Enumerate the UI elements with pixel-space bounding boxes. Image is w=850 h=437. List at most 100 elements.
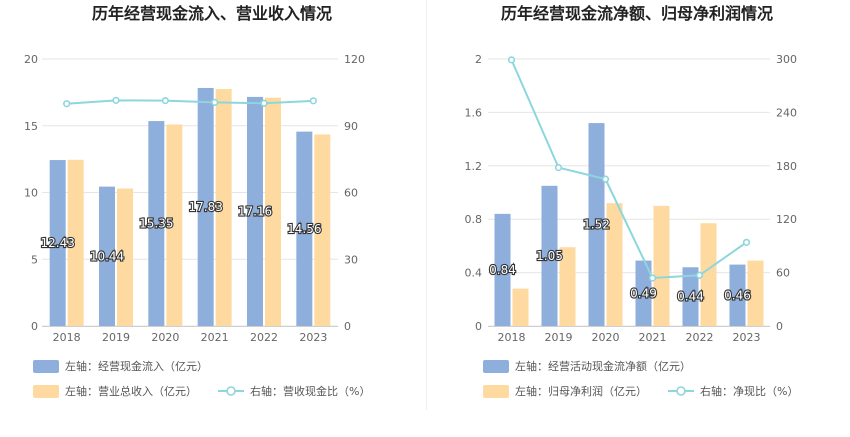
line-point	[695, 271, 704, 279]
legend-swatch	[33, 360, 59, 373]
bar-series-2	[747, 260, 764, 326]
line-point	[112, 96, 120, 104]
y-right-tick-label: 60	[344, 187, 358, 200]
data-label: 14.56	[287, 222, 321, 236]
line-point	[161, 97, 169, 105]
x-tick-label: 2019	[102, 331, 130, 344]
bar-series-1	[197, 87, 214, 326]
y-right-tick-label: 240	[776, 106, 797, 119]
legend-swatch-marker	[226, 386, 236, 396]
x-tick-label: 2023	[733, 331, 761, 344]
panel-divider	[426, 0, 427, 410]
data-label: 10.44	[90, 249, 124, 263]
y-left-tick-label: 0.4	[465, 267, 483, 280]
bar-series-2	[512, 288, 529, 326]
y-right-tick-label: 180	[776, 160, 797, 173]
data-label: 17.16	[238, 204, 272, 218]
x-tick-label: 2021	[201, 331, 229, 344]
y-right-tick-label: 300	[776, 53, 797, 66]
line-point	[260, 99, 268, 107]
bar-series-1	[148, 121, 165, 326]
y-left-tick-label: 0	[475, 320, 482, 333]
line-point	[554, 163, 563, 172]
bar-series-1	[588, 123, 605, 326]
bar-series-1	[635, 260, 652, 326]
x-tick-label: 2022	[686, 331, 714, 344]
data-label: 15.35	[139, 217, 173, 231]
y-left-tick-label: 5	[31, 253, 38, 266]
data-label: 0.84	[489, 263, 516, 277]
bar-series-1	[296, 131, 313, 326]
bar-series-1	[494, 213, 511, 326]
cash-inflow-revenue-chart: 历年经营现金流入、营业收入情况 0 5 10 15 20 0 30 60 90 120 2018 201…	[24, 4, 370, 398]
x-tick-label: 2020	[592, 331, 620, 344]
bar-series-2	[166, 124, 183, 326]
y-right-tick-label: 30	[344, 253, 358, 266]
bar-series-2	[67, 159, 84, 326]
y-right-tick-label: 120	[776, 213, 797, 226]
legend-label: 右轴：净现比（%）	[700, 384, 798, 398]
data-label: 1.52	[583, 218, 610, 232]
line-point	[63, 100, 71, 108]
y-left-tick-label: 15	[24, 120, 38, 133]
y-right-tick-label: 90	[344, 120, 358, 133]
bar-series-1	[99, 186, 115, 326]
y-right-tick-label: 0	[776, 320, 783, 333]
bar-series-2	[117, 188, 133, 326]
y-right-tick-label: 120	[344, 53, 365, 66]
line-point	[507, 56, 516, 64]
y-right-tick-label: 60	[776, 267, 790, 280]
data-label: 1.05	[536, 249, 563, 263]
y-left-tick-label: 2	[475, 53, 482, 66]
line-series	[66, 99, 314, 105]
bar-series-1	[729, 264, 746, 326]
bar-series-2	[653, 205, 670, 326]
x-tick-label: 2018	[53, 331, 81, 344]
legend-label: 左轴：经营活动现金流净额（亿元）	[515, 359, 691, 373]
chart-title: 历年经营现金流净额、归母净利润情况	[501, 4, 773, 23]
x-tick-label: 2020	[151, 331, 179, 344]
y-left-tick-label: 0.8	[465, 213, 483, 226]
y-right-tick-label: 0	[344, 320, 351, 333]
bar-series-2	[559, 247, 576, 326]
line-point	[601, 175, 610, 183]
bar-series-1	[541, 185, 558, 326]
x-tick-label: 2021	[639, 331, 667, 344]
legend-swatch	[33, 385, 59, 398]
net-cash-flow-profit-chart: 历年经营现金流净额、归母净利润情况 0 0.4 0.8 1.2 1.6 2 0 60 120 180…	[465, 4, 798, 398]
y-left-tick-label: 0	[31, 320, 38, 333]
bar-series-2	[265, 97, 281, 326]
y-left-tick-label: 1.2	[465, 160, 483, 173]
x-tick-label: 2022	[250, 331, 278, 344]
data-label: 12.43	[40, 236, 74, 250]
y-left-tick-label: 20	[24, 53, 38, 66]
data-label: 0.46	[724, 288, 751, 302]
line-point	[742, 238, 751, 246]
y-left-tick-label: 1.6	[465, 106, 483, 119]
legend-swatch	[483, 360, 509, 373]
line-point	[211, 98, 219, 106]
data-label: 0.49	[630, 286, 657, 300]
bar-series-1	[49, 160, 66, 326]
line-point	[309, 97, 317, 105]
bar-series-1	[682, 267, 699, 326]
legend-swatch-marker	[676, 386, 686, 396]
bar-series-2	[700, 223, 717, 326]
x-tick-label: 2018	[498, 331, 526, 344]
legend-swatch	[483, 385, 509, 398]
bar-series-1	[247, 96, 263, 326]
x-tick-label: 2023	[299, 331, 327, 344]
bar-series-2	[215, 89, 232, 326]
legend-label: 左轴：营业总收入（亿元）	[65, 384, 197, 398]
bar-series-2	[314, 134, 331, 326]
chart-title: 历年经营现金流入、营业收入情况	[92, 4, 332, 23]
line-series	[510, 59, 748, 279]
legend-label: 右轴：营收现金比（%）	[250, 384, 370, 398]
legend-label: 左轴：经营现金流入（亿元）	[65, 359, 208, 373]
y-left-tick-label: 10	[24, 187, 38, 200]
data-label: 0.44	[677, 290, 704, 304]
legend-label: 左轴：归母净利润（亿元）	[515, 384, 647, 398]
x-tick-label: 2019	[545, 331, 573, 344]
bar-series-2	[606, 203, 623, 326]
